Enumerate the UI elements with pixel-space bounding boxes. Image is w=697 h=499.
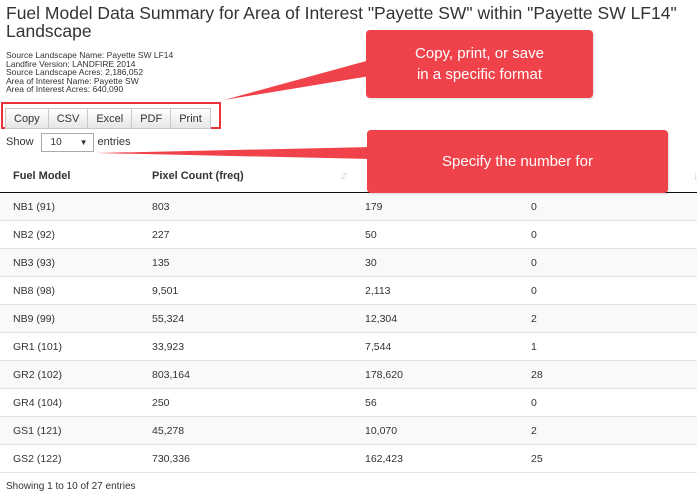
- cell-fuel-model: GR4 (104): [13, 397, 63, 409]
- meta-aoi-name: Area of Interest Name: Payette SW: [6, 75, 139, 86]
- cell-fuel-model: GR2 (102): [13, 369, 63, 381]
- table-row: GR1 (101) 33,923 7,544 1: [0, 333, 697, 361]
- table-info: Showing 1 to 10 of 27 entries: [6, 481, 136, 492]
- cell-pixel-count: 135: [152, 257, 170, 269]
- cell-pixel-count: 730,336: [152, 453, 190, 465]
- copy-button[interactable]: Copy: [5, 108, 49, 129]
- cell-fuel-model: NB9 (99): [13, 313, 56, 325]
- export-buttons-highlight: Copy CSV Excel PDF Print: [1, 102, 221, 129]
- cell-value: 0: [531, 201, 537, 213]
- export-callout: Copy, print, or save in a specific forma…: [366, 30, 593, 98]
- table-row: NB3 (93) 135 30 0: [0, 249, 697, 277]
- show-label: Show: [6, 136, 34, 148]
- cell-pixel-count: 227: [152, 229, 170, 241]
- entries-length-control: Show 10 ▼ entries: [6, 133, 131, 155]
- cell-fuel-model: NB2 (92): [13, 229, 56, 241]
- cell-pixel-count: 250: [152, 397, 170, 409]
- chevron-down-icon: ▼: [79, 138, 88, 147]
- cell-pixel-count: 803: [152, 201, 170, 213]
- cell-fuel-model: GS2 (122): [13, 453, 62, 465]
- cell-value: 162,423: [365, 453, 403, 465]
- cell-pixel-count: 803,164: [152, 369, 190, 381]
- cell-value: 2,113: [365, 285, 391, 297]
- entries-callout: Specify the number for: [367, 130, 668, 193]
- cell-value: 178,620: [365, 369, 403, 381]
- pdf-button[interactable]: PDF: [131, 108, 172, 129]
- cell-fuel-model: NB8 (98): [13, 285, 56, 297]
- export-callout-line-1: Copy, print, or save: [415, 45, 544, 62]
- cell-value: 50: [365, 229, 377, 241]
- cell-value: 2: [531, 425, 537, 437]
- cell-value: 0: [531, 285, 537, 297]
- entries-label: entries: [97, 136, 131, 148]
- table-row: GS1 (121) 45,278 10,070 2: [0, 417, 697, 445]
- entries-select[interactable]: 10 ▼: [40, 133, 94, 152]
- excel-button[interactable]: Excel: [87, 108, 133, 129]
- export-button-group: Copy CSV Excel PDF Print: [5, 108, 211, 129]
- cell-value: 1: [531, 341, 537, 353]
- sort-icon[interactable]: ↓↑: [340, 170, 348, 182]
- cell-pixel-count: 33,923: [152, 341, 185, 353]
- page-title: Fuel Model Data Summary for Area of Inte…: [6, 3, 677, 41]
- meta-source-landscape-name: Source Landscape Name: Payette SW LF14: [6, 50, 174, 60]
- cell-pixel-count: 9,501: [152, 285, 179, 297]
- column-header-pixel-count[interactable]: Pixel Count (freq): [152, 170, 244, 182]
- meta-source-landscape-acres: Source Landscape Acres: 2,186,052: [6, 67, 144, 78]
- cell-value: 30: [365, 257, 377, 269]
- table-row: GS2 (122) 730,336 162,423 25: [0, 445, 697, 473]
- table-row: GR4 (104) 250 56 0: [0, 389, 697, 417]
- cell-value: 25: [531, 453, 543, 465]
- meta-aoi-acres: Area of Interest Acres: 640,090: [6, 84, 124, 95]
- column-header-fuel-model[interactable]: Fuel Model: [13, 170, 71, 182]
- cell-value: 2: [531, 313, 537, 325]
- cell-value: 12,304: [365, 313, 398, 325]
- cell-value: 0: [531, 229, 537, 241]
- cell-value: 0: [531, 397, 537, 409]
- cell-pixel-count: 45,278: [152, 425, 185, 437]
- meta-landfire-version: Landfire Version: LANDFIRE 2014: [6, 58, 136, 69]
- print-button[interactable]: Print: [170, 108, 211, 129]
- cell-value: 0: [531, 257, 537, 269]
- sort-icon[interactable]: ↓: [693, 170, 697, 182]
- table-header: Fuel Model Pixel Count (freq) ↓↑ ↓: [0, 162, 697, 193]
- cell-value: 56: [365, 397, 377, 409]
- entries-callout-text: Specify the number for: [442, 153, 593, 170]
- table-row: GR2 (102) 803,164 178,620 28: [0, 361, 697, 389]
- cell-fuel-model: NB3 (93): [13, 257, 56, 269]
- cell-value: 7,544: [365, 341, 392, 353]
- table-row: NB9 (99) 55,324 12,304 2: [0, 305, 697, 333]
- export-callout-line-2: in a specific format: [416, 66, 543, 83]
- cell-value: 10,070: [365, 425, 398, 437]
- table-row: NB1 (91) 803 179 0: [0, 193, 697, 221]
- entries-select-value: 10: [50, 137, 62, 148]
- export-callout-pointer: [224, 60, 370, 100]
- cell-value: 179: [365, 201, 383, 213]
- csv-button[interactable]: CSV: [47, 108, 89, 129]
- cell-pixel-count: 55,324: [152, 313, 185, 325]
- cell-fuel-model: NB1 (91): [13, 201, 56, 213]
- cell-value: 28: [531, 369, 543, 381]
- landscape-metadata: Source Landscape Name: Payette SW LF14 L…: [6, 51, 173, 94]
- cell-fuel-model: GR1 (101): [13, 341, 63, 353]
- table-row: NB8 (98) 9,501 2,113 0: [0, 277, 697, 305]
- cell-fuel-model: GS1 (121): [13, 425, 62, 437]
- table-row: NB2 (92) 227 50 0: [0, 221, 697, 249]
- entries-callout-pointer: [96, 147, 372, 159]
- fuel-model-table: Fuel Model Pixel Count (freq) ↓↑ ↓ NB1 (…: [0, 162, 697, 473]
